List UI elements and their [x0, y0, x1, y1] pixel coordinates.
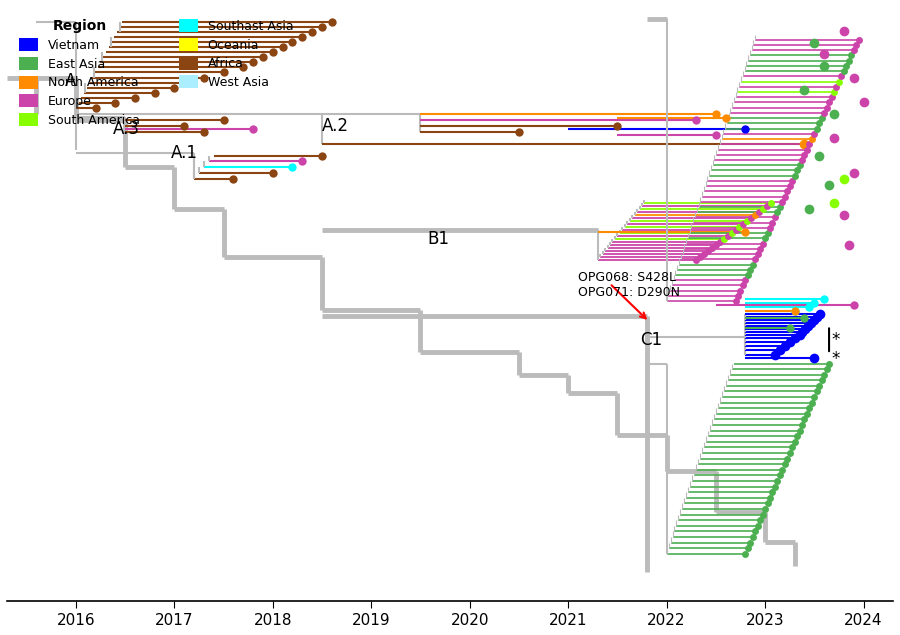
Text: *: * — [831, 350, 840, 368]
Text: B1: B1 — [428, 230, 450, 248]
Legend: Southast Asia, Oceania, Africa, West Asia: Southast Asia, Oceania, Africa, West Asi… — [173, 13, 300, 95]
Text: *: * — [831, 331, 840, 349]
Text: A.1: A.1 — [171, 144, 198, 161]
Text: A.2: A.2 — [321, 117, 348, 135]
Text: C1: C1 — [641, 331, 662, 349]
Text: A: A — [65, 72, 76, 90]
Text: A.3: A.3 — [113, 120, 140, 138]
Text: OPG068: S428L
OPG071: D290N: OPG068: S428L OPG071: D290N — [579, 271, 680, 300]
